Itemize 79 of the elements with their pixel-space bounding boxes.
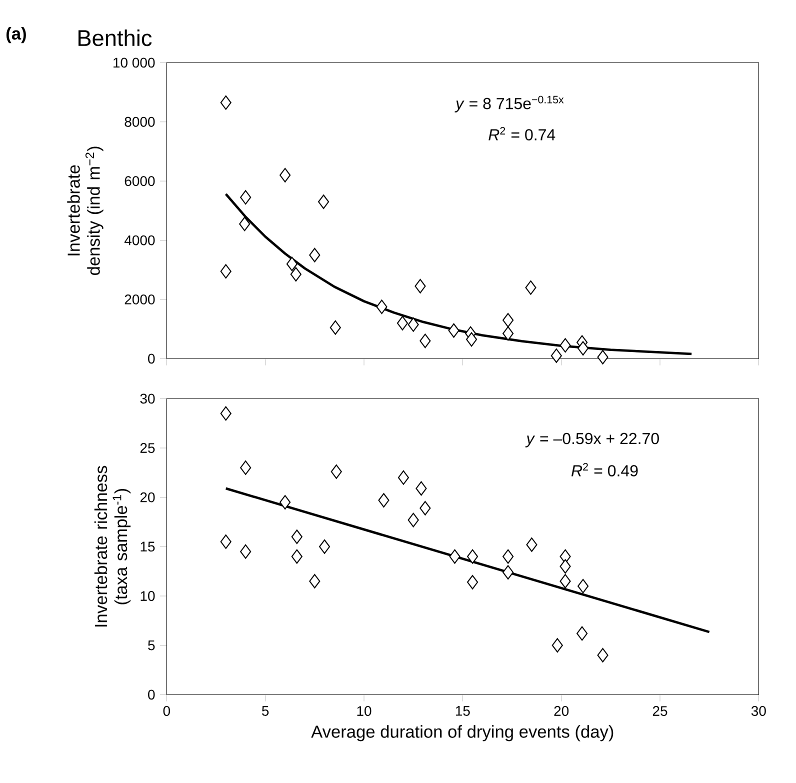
point	[560, 559, 571, 574]
point	[286, 256, 298, 272]
point	[502, 313, 514, 328]
point	[560, 574, 571, 589]
y-tick-label: 30	[140, 394, 155, 404]
y-tick-label: 0	[148, 354, 155, 364]
point	[240, 544, 252, 559]
point	[560, 338, 571, 353]
point	[526, 538, 538, 552]
point	[220, 534, 232, 550]
y-tick-label: 10 000	[114, 58, 155, 68]
y-tick-label: 8000	[124, 117, 155, 128]
point	[280, 495, 291, 510]
y-tick-label: 4000	[124, 235, 155, 246]
point	[309, 574, 320, 589]
x-axis-title: Average duration of drying events (day)	[311, 725, 614, 742]
chart-title: Benthic	[78, 30, 152, 46]
x-tick-label: 0	[163, 706, 170, 716]
point	[466, 550, 478, 564]
point	[416, 481, 427, 496]
point	[220, 96, 232, 110]
point	[597, 648, 608, 663]
point	[330, 320, 341, 335]
x-tick-label: 5	[262, 706, 269, 716]
point	[448, 324, 460, 338]
point	[466, 575, 478, 590]
y-tick-label: 15	[140, 542, 155, 552]
point	[318, 194, 330, 210]
point	[414, 279, 426, 294]
point	[502, 565, 514, 580]
annotation: y = –0.59x + 22.70	[525, 433, 659, 448]
point	[378, 493, 390, 508]
point	[220, 264, 232, 279]
y-tick-label: 5	[148, 640, 155, 650]
point	[290, 267, 302, 282]
point	[578, 579, 589, 594]
point	[376, 300, 388, 314]
annotation: R$^{2}$ = 0.74	[488, 127, 556, 141]
y-tick-label: 2000	[124, 294, 155, 305]
point	[597, 350, 608, 365]
x-tick-label: 10	[357, 706, 372, 716]
x-tick-label: 15	[456, 706, 470, 716]
point	[239, 216, 250, 232]
x-tick-label: 30	[751, 706, 766, 716]
point	[330, 464, 342, 480]
y-tick-label: 20	[140, 492, 155, 502]
x-tick-label: 20	[554, 706, 569, 716]
point	[578, 341, 589, 356]
point	[319, 540, 330, 554]
point	[220, 406, 232, 421]
annotation: y = 8 715e$^{−0.15x}$	[454, 96, 564, 113]
y-tick-label: 0	[148, 690, 155, 700]
y-tick-label: 6000	[124, 176, 155, 186]
point	[525, 280, 536, 295]
point	[420, 501, 431, 516]
point	[552, 638, 563, 653]
point	[240, 460, 252, 476]
point	[398, 470, 410, 485]
y-tick-label: 25	[140, 443, 155, 454]
text: (a)	[6, 27, 26, 44]
point	[576, 626, 588, 641]
point	[280, 168, 291, 183]
point	[449, 550, 460, 564]
y-axis-title: Invertebrate density (ind m$^{−2}$)	[67, 146, 104, 276]
point	[240, 190, 252, 205]
annotation: R$^{2}$ = 0.49	[571, 463, 638, 477]
point	[502, 550, 514, 564]
point	[309, 248, 320, 262]
point	[408, 318, 419, 332]
point	[408, 513, 419, 528]
point	[291, 550, 302, 564]
point	[420, 334, 431, 348]
x-tick-label: 25	[652, 706, 668, 716]
point	[396, 316, 408, 331]
point	[502, 326, 514, 341]
point	[466, 332, 478, 347]
point	[550, 348, 562, 364]
y-tick-label: 10	[140, 591, 155, 602]
point	[291, 530, 302, 544]
